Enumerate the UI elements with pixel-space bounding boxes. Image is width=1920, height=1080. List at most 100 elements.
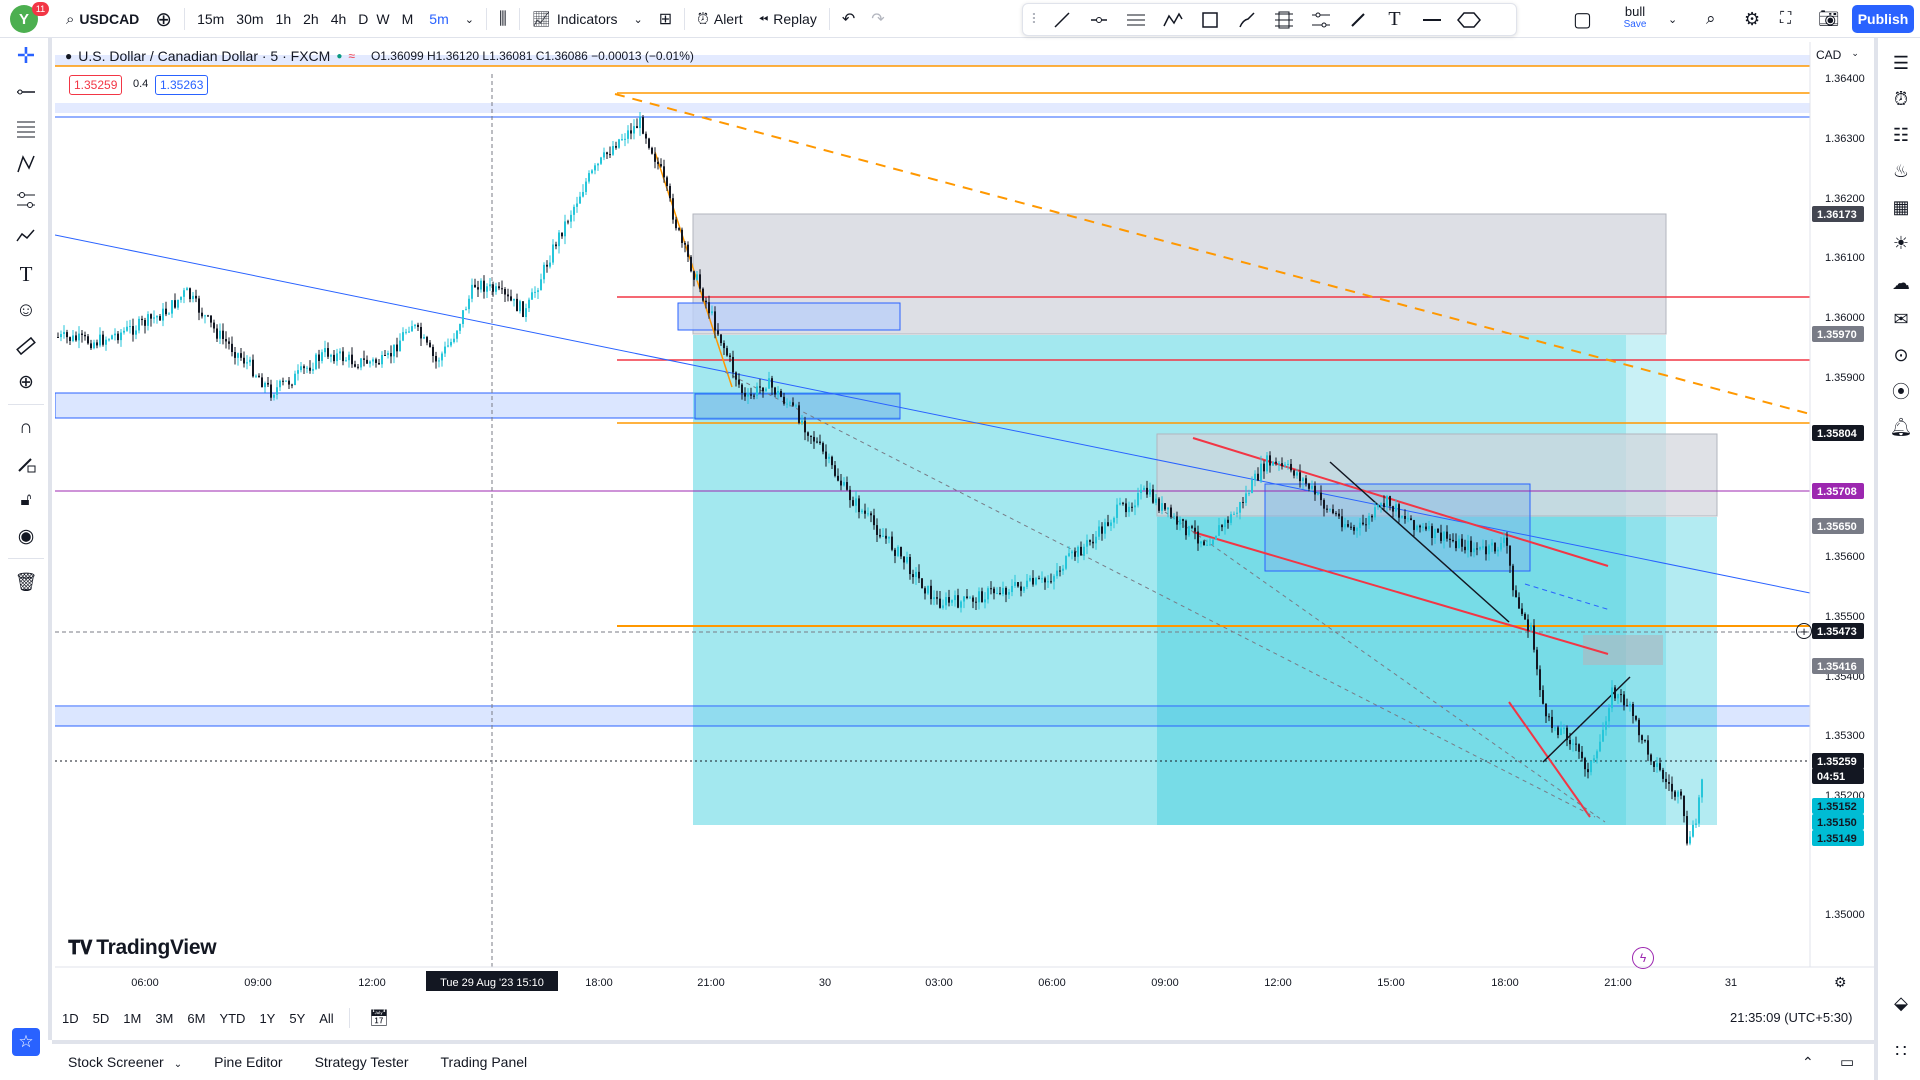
text-tool[interactable]: T: [1376, 6, 1413, 34]
fib-left-tool[interactable]: [12, 114, 40, 142]
separator: [684, 8, 686, 30]
calendar-button[interactable]: ▦: [1886, 192, 1916, 222]
symbol-title[interactable]: U.S. Dollar / Canadian Dollar · 5 · FXCM: [78, 48, 331, 64]
chats-button[interactable]: ✉: [1886, 304, 1916, 334]
fullscreen-square-button[interactable]: ▢: [1565, 0, 1600, 38]
xabcd-pattern-tool[interactable]: [1154, 6, 1191, 34]
lightning-icon[interactable]: ϟ: [1632, 947, 1654, 969]
sell-button[interactable]: 1.35259: [69, 75, 123, 95]
tips-button[interactable]: ⊙: [1886, 340, 1916, 370]
icons-tool[interactable]: ☺: [12, 296, 40, 324]
range-6m[interactable]: 6M: [187, 1010, 206, 1026]
chart-type-button[interactable]: ⫼: [491, 0, 515, 38]
snapshot-button[interactable]: 📷︎: [1810, 0, 1848, 38]
line-style-tool[interactable]: [1413, 6, 1450, 34]
gann-tool[interactable]: [1302, 6, 1339, 34]
measure-tool[interactable]: [12, 332, 40, 360]
tab-stock-screener[interactable]: Stock Screener ⌄: [52, 1054, 198, 1070]
tf-2h[interactable]: 2h: [303, 11, 319, 27]
crosshair-tool[interactable]: ✛: [12, 42, 40, 70]
tab-trading-panel[interactable]: Trading Panel: [440, 1054, 528, 1070]
tab-pine-editor[interactable]: Pine Editor: [214, 1054, 283, 1070]
fib-tool[interactable]: [1265, 6, 1302, 34]
maximize-panel-button[interactable]: ▭: [1840, 1053, 1854, 1071]
trend-line-left-tool[interactable]: [12, 78, 40, 106]
symbol-search[interactable]: ⌕ USDCAD: [58, 0, 147, 38]
patterns-tool[interactable]: [12, 150, 40, 178]
text-left-tool[interactable]: T: [12, 260, 40, 288]
zoom-tool[interactable]: ⊕: [12, 368, 40, 396]
alert-button[interactable]: ⏰︎ Alert: [689, 0, 751, 38]
add-alert-plus-icon[interactable]: +: [1796, 623, 1812, 639]
forecast-tool[interactable]: [12, 186, 40, 214]
tab-strategy-tester[interactable]: Strategy Tester: [314, 1054, 409, 1070]
favorites-button[interactable]: ☆: [12, 1028, 40, 1056]
collapse-panel-button[interactable]: ⌃: [1802, 1054, 1814, 1071]
ideas-button[interactable]: ☀: [1886, 228, 1916, 258]
indicators-dropdown[interactable]: ⌄: [626, 0, 651, 38]
range-1d[interactable]: 1D: [62, 1010, 79, 1026]
layout-save-button[interactable]: bull Save: [1612, 5, 1658, 31]
go-to-date-button[interactable]: 📅︎: [348, 1008, 403, 1028]
pencil-tool[interactable]: [1339, 6, 1376, 34]
stay-drawing-tool[interactable]: [12, 450, 40, 478]
price-chart-svg[interactable]: 1.36400 1.36300 1.36200 1.36100 1.36000 1.359…: [55, 42, 1874, 994]
drag-handle-icon[interactable]: ⠇: [1030, 11, 1042, 27]
grid-menu-button[interactable]: ∷: [1886, 1036, 1916, 1066]
range-3m[interactable]: 3M: [155, 1010, 174, 1026]
indicators-button[interactable]: 📈︎ Indicators: [524, 0, 626, 38]
redo-button[interactable]: ↷: [863, 0, 892, 38]
brush-left-tool[interactable]: [12, 222, 40, 250]
settings-button[interactable]: ⚙: [1736, 0, 1768, 38]
watchlist-button[interactable]: ☰: [1886, 48, 1916, 78]
timezone-clock[interactable]: 21:35:09 (UTC+5:30): [1730, 1010, 1853, 1025]
layers-button[interactable]: ⬙: [1886, 988, 1916, 1018]
tf-4h[interactable]: 4h: [330, 11, 347, 27]
replay-button[interactable]: ⏪︎ Replay: [751, 0, 825, 38]
streams-button[interactable]: ☁: [1886, 268, 1916, 298]
fullscreen-button[interactable]: ⛶: [1772, 0, 1799, 38]
magnet-tool[interactable]: ∩: [12, 414, 40, 442]
parallel-channel-tool[interactable]: [1117, 6, 1154, 34]
range-all[interactable]: All: [319, 1010, 334, 1026]
layouts-button[interactable]: ⊞: [651, 0, 680, 38]
undo-button[interactable]: ↶: [834, 0, 863, 38]
tf-5m-active[interactable]: 5m: [429, 11, 449, 27]
chart-area[interactable]: 1.36400 1.36300 1.36200 1.36100 1.36000 1.359…: [55, 42, 1874, 994]
range-1y[interactable]: 1Y: [259, 1010, 276, 1026]
publish-button[interactable]: Publish: [1852, 5, 1914, 33]
data-window-button[interactable]: ☷: [1886, 120, 1916, 150]
tf-m[interactable]: M: [401, 11, 414, 27]
tf-1h[interactable]: 1h: [275, 11, 292, 27]
tf-30m[interactable]: 30m: [236, 11, 264, 27]
range-5d[interactable]: 5D: [92, 1010, 110, 1026]
tf-w[interactable]: W: [376, 11, 390, 27]
time-axis-settings-icon[interactable]: ⚙: [1834, 974, 1847, 990]
tf-d[interactable]: D: [358, 11, 369, 27]
timeframe-dropdown[interactable]: ⌄: [457, 0, 482, 38]
tf-15m[interactable]: 15m: [197, 11, 225, 27]
alerts-panel-button[interactable]: ⏰︎: [1886, 84, 1916, 114]
rectangle-tool[interactable]: [1191, 6, 1228, 34]
buy-button[interactable]: 1.35263: [155, 75, 209, 95]
lock-drawings-tool[interactable]: 🔓︎: [12, 486, 40, 514]
currency-selector[interactable]: CAD ⌄: [1816, 48, 1859, 62]
remove-drawings-tool[interactable]: 🗑︎: [12, 568, 40, 596]
brush-tool[interactable]: [1228, 6, 1265, 34]
horizontal-ray-tool[interactable]: [1080, 6, 1117, 34]
trend-line-tool[interactable]: [1043, 6, 1080, 34]
gear-icon: ⚙: [1744, 8, 1761, 29]
range-1m[interactable]: 1M: [123, 1010, 142, 1026]
candle-body: [1554, 727, 1556, 729]
range-5y[interactable]: 5Y: [289, 1010, 306, 1026]
quick-search-button[interactable]: ⌕: [1698, 0, 1724, 38]
shape-tool[interactable]: [1450, 6, 1487, 34]
range-ytd[interactable]: YTD: [219, 1010, 246, 1026]
hotlists-button[interactable]: ♨: [1886, 156, 1916, 186]
hide-drawings-tool[interactable]: ◉: [12, 522, 40, 550]
notifications-button[interactable]: 🔔︎: [1886, 412, 1916, 442]
compare-symbol-button[interactable]: ⊕: [147, 0, 180, 38]
broadcast-button[interactable]: ⦿: [1886, 376, 1916, 406]
layout-dropdown[interactable]: ⌄: [1660, 0, 1685, 38]
time-axis-bg[interactable]: [55, 967, 1810, 994]
